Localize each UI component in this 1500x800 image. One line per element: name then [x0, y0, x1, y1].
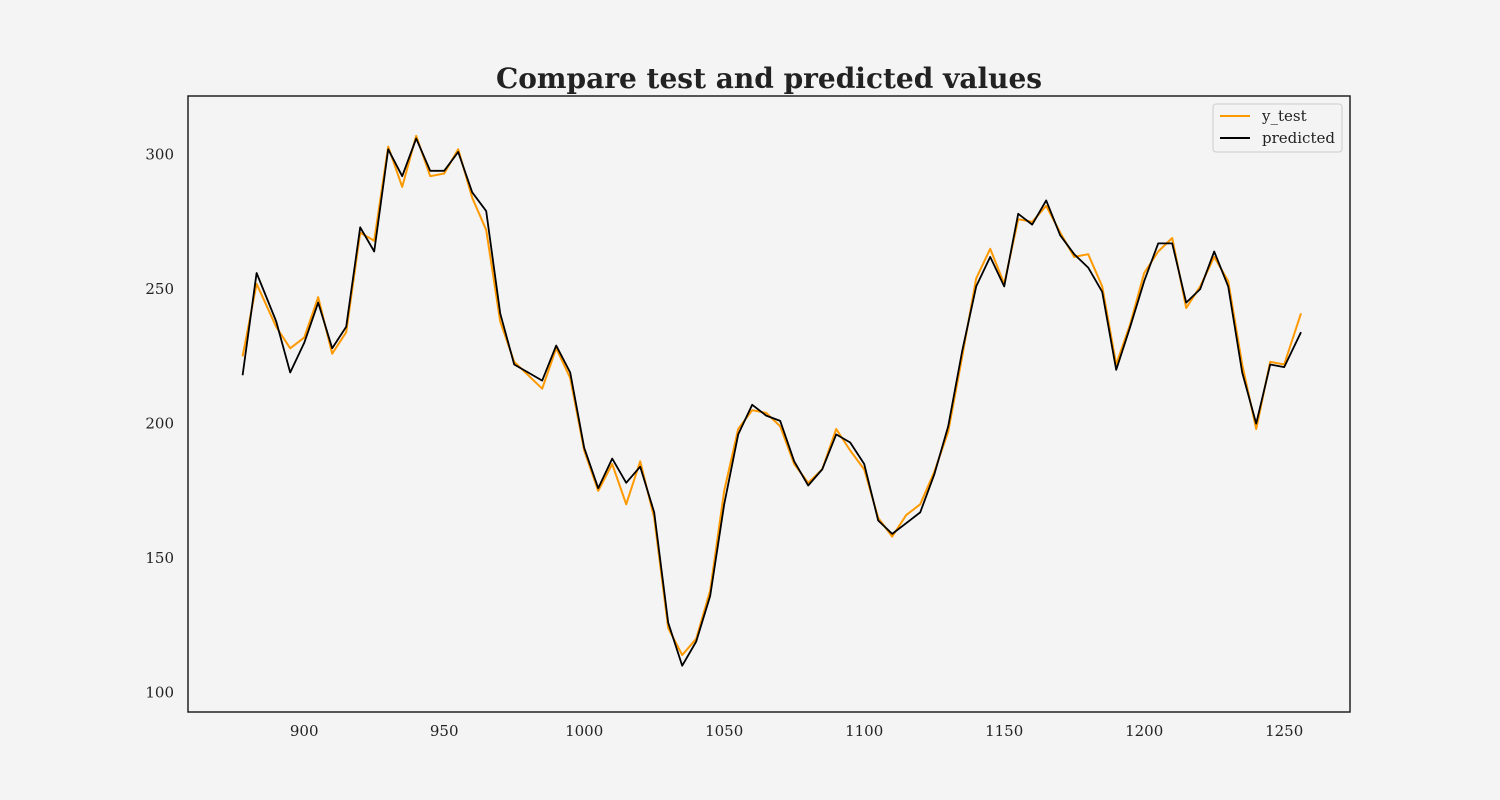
- x-tick-label: 1000: [565, 722, 603, 740]
- x-tick-label: 950: [430, 722, 459, 740]
- x-tick-label: 1050: [705, 722, 743, 740]
- plot-frame: [187, 95, 1351, 713]
- y-tick-label: 100: [145, 684, 174, 702]
- series-layer: [241, 134, 1302, 667]
- chart-title: Compare test and predicted values: [496, 62, 1042, 95]
- legend: y_test predicted: [1212, 103, 1343, 153]
- x-tick-label: 1250: [1265, 722, 1303, 740]
- y-tick-label: 200: [145, 415, 174, 433]
- series-line-y-test: [241, 134, 1302, 656]
- x-tick-label: 1200: [1125, 722, 1163, 740]
- legend-label-y-test: y_test: [1261, 107, 1307, 125]
- legend-label-predicted: predicted: [1262, 129, 1335, 147]
- y-axis-ticks: 100 150 200 250 300: [145, 146, 174, 702]
- x-tick-label: 1150: [985, 722, 1023, 740]
- x-tick-label: 900: [290, 722, 319, 740]
- x-axis-ticks: 900 950 1000 1050 1100 1150 1200 1250: [290, 722, 1303, 740]
- x-tick-label: 1100: [845, 722, 883, 740]
- y-tick-label: 150: [145, 549, 174, 567]
- series-line-predicted: [241, 137, 1302, 667]
- y-tick-label: 300: [145, 146, 174, 164]
- y-tick-label: 250: [145, 280, 174, 298]
